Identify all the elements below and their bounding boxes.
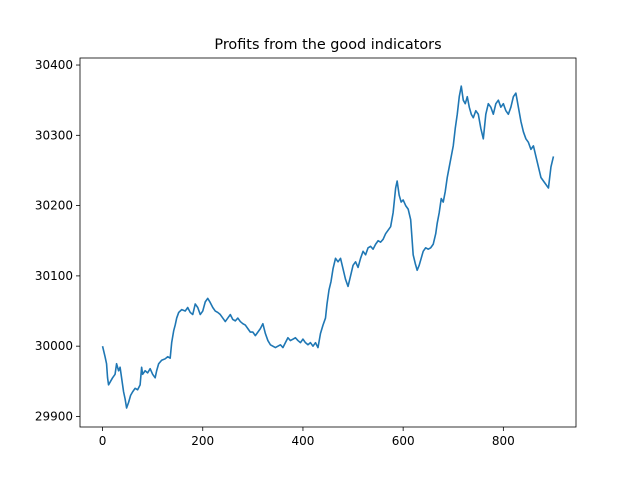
y-tick-label: 30000 [35, 339, 73, 353]
y-tick-label: 30100 [35, 269, 73, 283]
y-axis: 29900 30000 30100 30200 30300 30400 [35, 58, 80, 423]
y-tick-label: 30300 [35, 128, 73, 142]
x-tick-label: 800 [492, 434, 515, 448]
x-tick-label: 200 [191, 434, 214, 448]
series-line-0 [101, 85, 555, 409]
x-tick-label: 400 [291, 434, 314, 448]
x-axis: 0 200 400 600 800 [99, 427, 515, 448]
x-tick-label: 600 [392, 434, 415, 448]
y-tick-label: 30400 [35, 58, 73, 72]
y-tick-label: 30200 [35, 199, 73, 213]
chart-title: Profits from the good indicators [214, 37, 441, 53]
axes-frame [79, 57, 577, 428]
y-tick-label: 29900 [35, 409, 73, 423]
plot-area [101, 85, 555, 409]
x-tick-label: 0 [99, 434, 107, 448]
